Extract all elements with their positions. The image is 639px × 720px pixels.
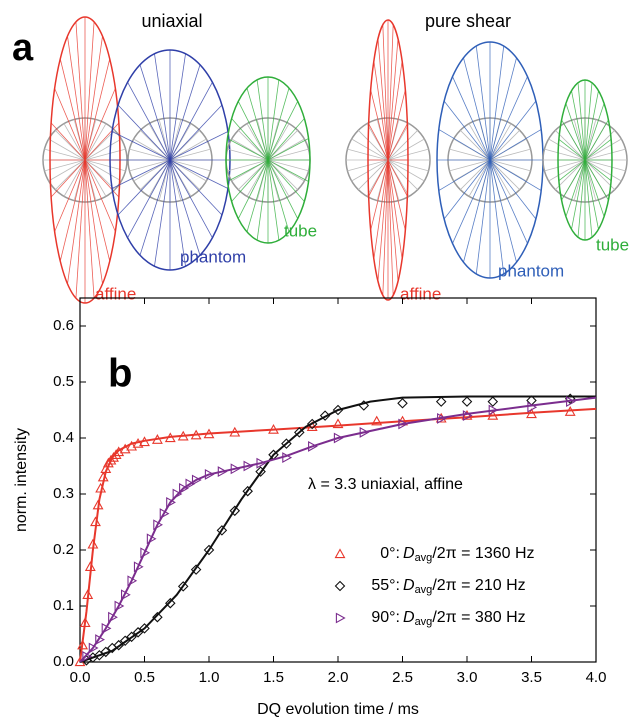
- model-label: tube: [284, 221, 317, 240]
- strain-diagram: [542, 79, 628, 241]
- series: [79, 396, 597, 663]
- data-point: [333, 432, 344, 444]
- strain-diagram: [42, 16, 128, 304]
- model-label: phantom: [498, 261, 564, 280]
- strain-diagram: [225, 76, 311, 244]
- ellipse-spoke: [558, 138, 612, 182]
- x-tick-label: 3.0: [457, 669, 478, 686]
- data-point: [105, 454, 117, 465]
- data-point: [179, 482, 189, 494]
- data-point: [204, 468, 215, 480]
- model-label: affine: [95, 284, 136, 303]
- data-point: [177, 581, 189, 592]
- ellipse-spoke: [438, 129, 542, 191]
- y-tick-label: 0.3: [53, 485, 74, 502]
- legend-marker: [334, 548, 346, 559]
- data-point: [242, 485, 253, 497]
- y-tick-label: 0.0: [53, 653, 74, 670]
- legend-label: Davg/2π = 1360 Hz: [403, 545, 535, 564]
- x-tick-label: 1.0: [199, 669, 220, 686]
- x-tick-label: 0.0: [70, 669, 91, 686]
- model-label: tube: [596, 235, 629, 254]
- data-point: [435, 396, 447, 407]
- data-point: [229, 505, 241, 517]
- legend-label: 90°:: [371, 609, 400, 626]
- legend-marker: [335, 612, 346, 624]
- deformed-ellipse: [557, 79, 613, 241]
- y-tick-label: 0.1: [53, 597, 74, 614]
- data-point: [108, 451, 119, 462]
- y-tick-label: 0.2: [53, 541, 74, 558]
- data-point: [185, 478, 196, 490]
- y-tick-label: 0.6: [53, 317, 74, 334]
- panel-label: b: [108, 352, 132, 396]
- legend-label: Davg/2π = 380 Hz: [403, 609, 526, 628]
- x-tick-label: 4.0: [586, 669, 607, 686]
- data-point: [165, 597, 176, 609]
- legend-label: 0°:: [380, 545, 400, 562]
- legend-entry: 90°: Davg/2π = 380 Hz: [335, 609, 526, 628]
- ellipse-spoke: [227, 138, 309, 182]
- strain-diagram: [109, 49, 231, 271]
- legend-entry: 55°: Davg/2π = 210 Hz: [334, 577, 526, 596]
- legend-label: Davg/2π = 210 Hz: [403, 577, 526, 596]
- legend-marker: [334, 580, 346, 592]
- data-point: [139, 623, 150, 634]
- data-point: [487, 396, 499, 407]
- x-tick-label: 1.5: [263, 669, 284, 686]
- fit-line: [79, 395, 596, 663]
- data-point: [461, 396, 473, 407]
- annotation: λ = 3.3 uniaxial, affine: [308, 476, 463, 493]
- y-tick-label: 0.4: [53, 429, 74, 446]
- data-point: [308, 440, 318, 452]
- data-point: [190, 564, 202, 575]
- x-tick-label: 2.0: [328, 669, 349, 686]
- data-point: [488, 404, 499, 416]
- x-axis-label: DQ evolution time / ms: [257, 701, 419, 718]
- group-title: pure shear: [425, 11, 511, 31]
- strain-diagram: [436, 41, 544, 279]
- x-tick-label: 2.5: [392, 669, 413, 686]
- model-label: phantom: [180, 247, 246, 266]
- deformed-ellipse: [225, 76, 311, 244]
- y-tick-label: 0.5: [53, 373, 74, 390]
- deformed-ellipse: [367, 19, 409, 301]
- legend-entry: 0°: Davg/2π = 1360 Hz: [334, 545, 535, 564]
- x-tick-label: 3.5: [521, 669, 542, 686]
- ellipse-spoke: [111, 131, 229, 189]
- series: [74, 406, 597, 667]
- data-point: [152, 611, 163, 623]
- panel-label: a: [12, 27, 34, 69]
- model-label: affine: [400, 284, 441, 303]
- data-point: [397, 398, 408, 409]
- data-point: [332, 418, 344, 429]
- data-point: [100, 646, 112, 658]
- data-point: [166, 496, 176, 508]
- data-point: [191, 474, 202, 486]
- group-title: uniaxial: [141, 11, 202, 31]
- fit-line: [79, 396, 597, 663]
- ellipse-spoke: [368, 123, 408, 197]
- ellipse-spoke: [50, 122, 120, 198]
- strain-diagram: [345, 19, 431, 301]
- data-point: [203, 544, 215, 556]
- series: [79, 393, 596, 666]
- x-tick-label: 0.5: [134, 669, 155, 686]
- data-point: [216, 525, 228, 536]
- y-axis-label: norm. intensity: [13, 428, 30, 532]
- data-point: [371, 415, 383, 426]
- legend-label: 55°:: [371, 577, 400, 594]
